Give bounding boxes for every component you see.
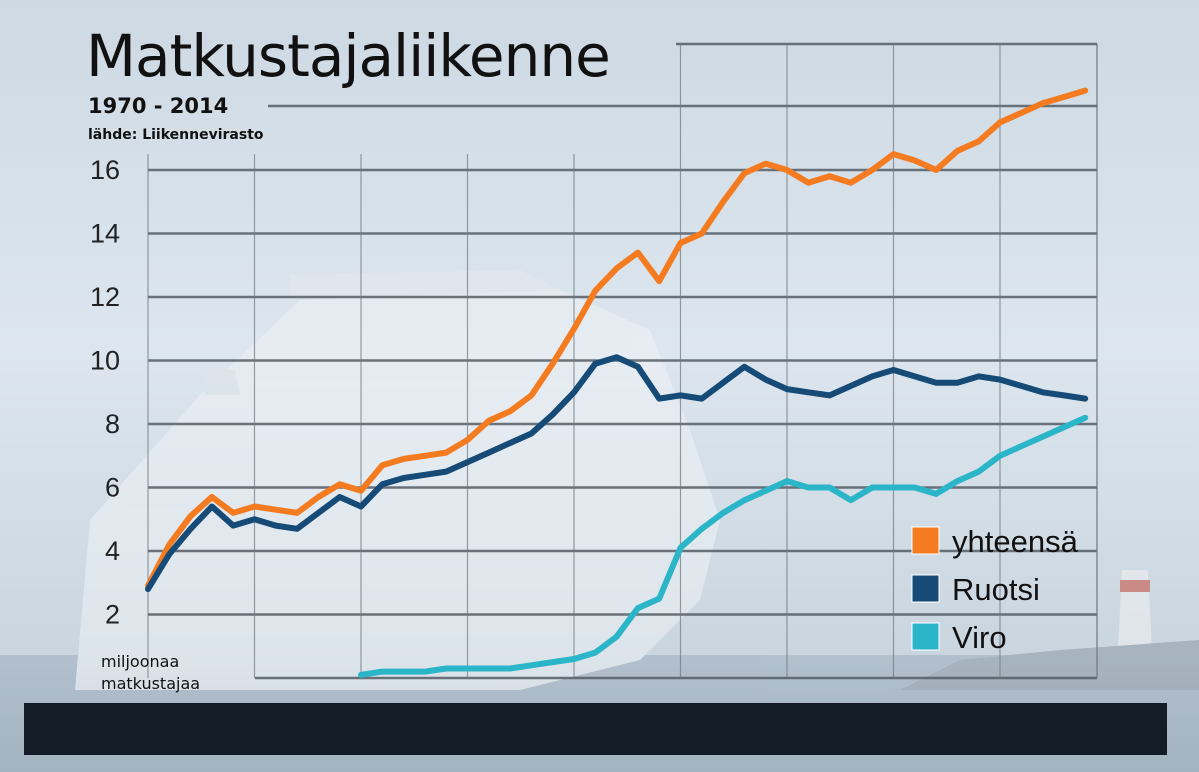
lighthouse-band	[1120, 580, 1150, 592]
legend-label-viro: Viro	[952, 620, 1007, 655]
y-tick-label-10: 10	[90, 346, 120, 376]
series-line-viro	[358, 414, 1089, 678]
chart-title: Matkustajaliikenne	[86, 22, 611, 90]
legend-swatch-yhteensä	[911, 526, 940, 555]
y-tick-label-16: 16	[90, 155, 120, 185]
y-tick-label-8: 8	[105, 409, 120, 439]
y-tick-label-4: 4	[105, 536, 120, 566]
x-axis-band	[24, 703, 1167, 755]
series-line-ruotsi	[145, 354, 1089, 593]
legend-swatch-ruotsi	[911, 574, 940, 603]
series-line-yhteensä	[145, 87, 1089, 589]
legend-swatch-viro	[911, 622, 940, 651]
legend-label-yhteensä: yhteensä	[952, 524, 1079, 559]
y-tick-label-6: 6	[105, 473, 120, 503]
ship-funnel-shape	[205, 370, 240, 395]
background-photo	[0, 270, 1199, 772]
chart-subtitle: 1970 - 2014	[88, 94, 229, 118]
legend-label-ruotsi: Ruotsi	[952, 572, 1040, 607]
y-tick-label-2: 2	[105, 600, 120, 630]
ship-bridge-shape	[290, 270, 560, 300]
source-note: lähde: Liikennevirasto	[88, 127, 264, 143]
y-tick-label-12: 12	[90, 282, 120, 312]
y-axis-unit-label: miljoonaa matkustajaa	[101, 652, 201, 693]
y-tick-label-14: 14	[90, 219, 120, 249]
